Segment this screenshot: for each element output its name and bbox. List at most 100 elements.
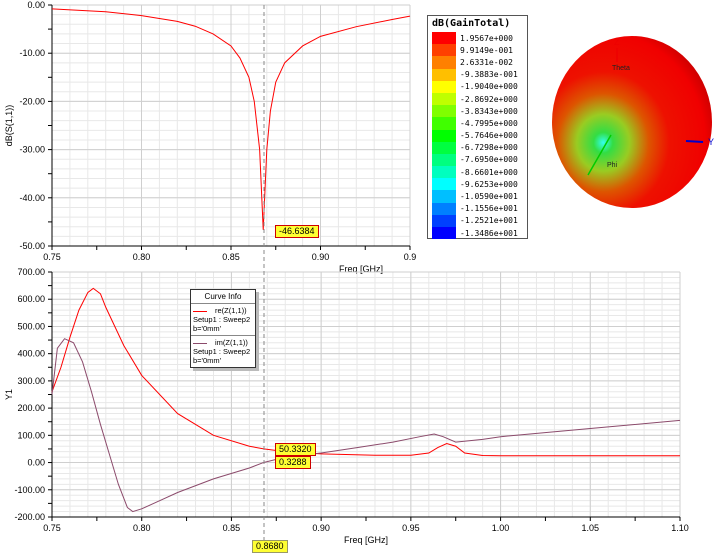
x-tick-label: 1.00 — [492, 523, 510, 533]
legend-swatch — [432, 166, 456, 179]
legend-value: 1.9567e+000 — [460, 33, 513, 43]
x-tick-label: 0.90 — [312, 252, 330, 262]
legend-swatch — [432, 80, 456, 93]
x-tick-label: 0.75 — [43, 523, 61, 533]
y-tick-label: -100.00 — [14, 485, 45, 495]
legend-value: -5.7646e+000 — [460, 131, 518, 141]
legend-value: -6.7298e+000 — [460, 143, 518, 153]
x-tick-label: 1.10 — [671, 523, 689, 533]
y-tick-label: 100.00 — [17, 430, 45, 440]
legend-level: -3.8343e+000 — [428, 105, 527, 118]
curve-info-entry[interactable]: im(Z(1,1)) Setup1 : Sweep2 b='0mm' — [191, 335, 255, 367]
legend-value: -4.7995e+000 — [460, 118, 518, 128]
y-tick-label: 0.00 — [27, 458, 45, 468]
legend-swatch-im — [193, 342, 207, 344]
y-tick-label: -10.00 — [19, 48, 45, 58]
legend-title: dB(GainTotal) — [432, 18, 511, 29]
legend-value: -9.6253e+000 — [460, 179, 518, 189]
series-line-imz11 — [51, 338, 681, 513]
legend-level: -9.6253e+000 — [428, 178, 527, 191]
legend-level: -1.2521e+001 — [428, 214, 527, 227]
x-tick-label: 0.80 — [133, 523, 151, 533]
phi-axis-icon — [587, 134, 612, 176]
legend-level: -5.7646e+000 — [428, 129, 527, 142]
z-axis-label: Z — [614, 37, 620, 47]
y-tick-label: 500.00 — [17, 321, 45, 331]
marker-x-label[interactable]: 0.8680 — [252, 540, 288, 553]
x-tick-label: 0.80 — [133, 252, 151, 262]
legend-swatch — [432, 68, 456, 81]
legend-value: 9.9149e-001 — [460, 45, 513, 55]
y-tick-label: 700.00 — [17, 267, 45, 277]
curve-info-legend[interactable]: Curve Info re(Z(1,1)) Setup1 : Sweep2 b=… — [190, 289, 256, 368]
legend-level: -1.1556e+001 — [428, 202, 527, 215]
entry-param: b='0mm' — [193, 356, 222, 365]
s11-chart: 0.75 0.80 0.85 0.90 0.9 0.00 -10.00 -20.00 -30.0… — [4, 0, 416, 274]
y-axis-label: dB(S(1,1)) — [4, 105, 14, 147]
entry-name: im(Z(1,1)) — [215, 338, 248, 347]
legend-level: -1.3486e+001 — [428, 227, 527, 240]
entry-name: re(Z(1,1)) — [215, 306, 247, 315]
legend-swatch — [432, 92, 456, 106]
legend-swatch — [432, 214, 456, 227]
legend-level: 2.6331e-002 — [428, 56, 527, 69]
legend-level: -1.0590e+001 — [428, 190, 527, 203]
legend-value: -9.3883e-001 — [460, 70, 518, 80]
x-tick-label: 0.75 — [43, 252, 61, 262]
y-axis-icon — [685, 140, 704, 143]
legend-level: 1.9567e+000 — [428, 32, 527, 45]
legend-swatch — [432, 227, 456, 240]
legend-swatch — [432, 56, 456, 69]
y-tick-label: 200.00 — [17, 403, 45, 413]
legend-level: -2.8692e+000 — [428, 92, 527, 106]
y-tick-label: -20.00 — [19, 96, 45, 106]
legend-swatch — [432, 178, 456, 191]
legend-level: 9.9149e-001 — [428, 44, 527, 57]
x-tick-label: 0.95 — [402, 523, 420, 533]
gain-color-legend: dB(GainTotal) 1.9567e+000 9.9149e-001 2.63… — [427, 15, 528, 240]
curve-info-entry[interactable]: re(Z(1,1)) Setup1 : Sweep2 b='0mm' — [191, 304, 255, 335]
legend-value: -3.8343e+000 — [460, 106, 518, 116]
legend-value: 2.6331e-002 — [460, 57, 513, 67]
x-tick-label: 0.85 — [222, 252, 240, 262]
y-tick-label: 300.00 — [17, 376, 45, 386]
legend-value: -1.1556e+001 — [460, 204, 518, 214]
x-tick-label: 1.05 — [582, 523, 600, 533]
marker-label-s11[interactable]: -46.6384 — [275, 225, 319, 238]
x-tick-label: 0.90 — [312, 523, 330, 533]
y-tick-label: 600.00 — [17, 294, 45, 304]
marker-label-re[interactable]: 50.3320 — [275, 443, 316, 456]
legend-value: -7.6950e+000 — [460, 155, 518, 165]
x-tick-label: 0.85 — [223, 523, 241, 533]
legend-value: -2.8692e+000 — [460, 94, 518, 104]
legend-level: -7.6950e+000 — [428, 153, 527, 167]
entry-setup: Setup1 : Sweep2 — [193, 315, 251, 324]
legend-value: -1.0590e+001 — [460, 192, 518, 202]
y-axis-label: Y1 — [4, 389, 14, 400]
legend-level: -9.3883e-001 — [428, 68, 527, 81]
series-line-rez11 — [51, 287, 680, 457]
legend-swatch — [432, 202, 456, 215]
legend-swatch — [432, 105, 456, 118]
legend-level: -4.7995e+000 — [428, 117, 527, 130]
entry-setup: Setup1 : Sweep2 — [193, 347, 251, 356]
marker-label-im[interactable]: 0.3288 — [275, 456, 311, 469]
y-tick-label: 400.00 — [17, 349, 45, 359]
phi-label: Phi — [607, 162, 618, 169]
theta-label: Theta — [612, 65, 630, 72]
legend-level: -1.9040e+000 — [428, 80, 527, 93]
legend-swatch — [432, 141, 456, 154]
curve-info-title: Curve Info — [191, 290, 255, 304]
legend-level: -6.7298e+000 — [428, 141, 527, 154]
y-tick-label: -200.00 — [14, 512, 45, 522]
legend-swatch — [432, 117, 456, 130]
legend-value: -1.3486e+001 — [460, 228, 518, 238]
legend-swatch — [432, 153, 456, 167]
x-axis-label: Freq [GHz] — [344, 535, 388, 545]
entry-param: b='0mm' — [193, 324, 222, 333]
y-tick-label: -40.00 — [19, 193, 45, 203]
legend-value: -1.9040e+000 — [460, 82, 518, 92]
series-line-dbs11 — [51, 8, 411, 230]
radiation-pattern-3d: Z Theta Y Phi — [552, 36, 714, 208]
